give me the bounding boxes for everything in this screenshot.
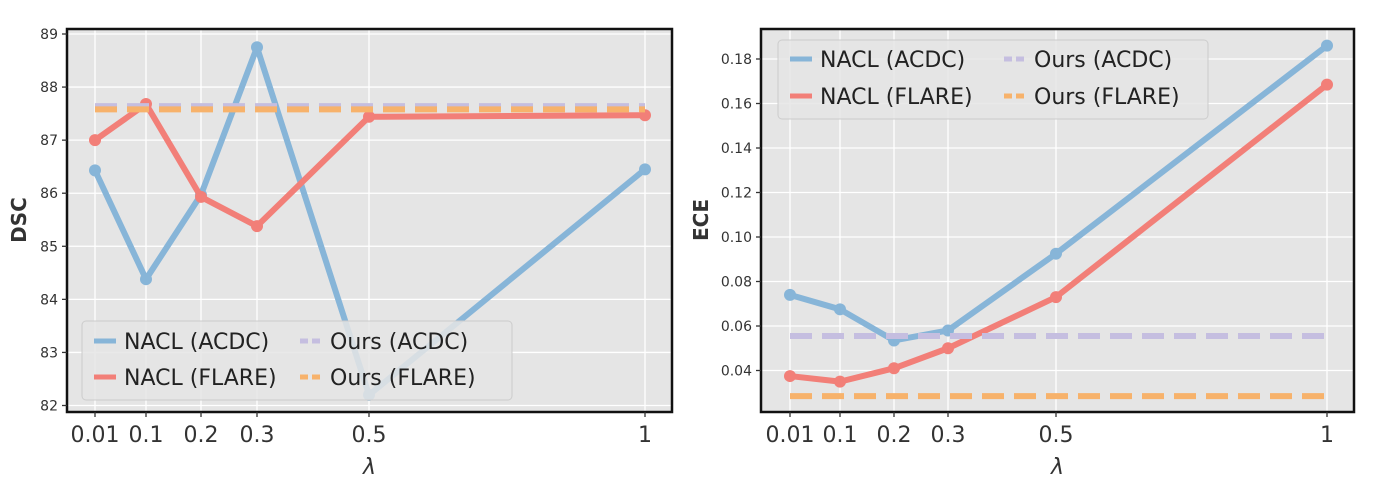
legend-label-3: Ours (FLARE) (1034, 85, 1180, 110)
series-1-point-1 (834, 375, 846, 388)
x-tick-label: 0.2 (877, 423, 912, 448)
series-0-point-1 (140, 273, 152, 286)
y-tick-label: 0.12 (721, 186, 752, 202)
series-1-point-2 (888, 362, 900, 375)
series-0-point-4 (1050, 247, 1062, 260)
chart-panel-2: 0.040.060.080.100.120.140.160.180.01 0.1 0… (689, 27, 1356, 480)
x-tick-label: 0.2 (184, 423, 219, 448)
x-tick-label: 1 (1320, 423, 1334, 448)
legend-label-1: NACL (FLARE) (124, 366, 277, 391)
series-1-point-5 (1321, 78, 1333, 91)
legend-label-2: Ours (ACDC) (330, 330, 468, 355)
legend: NACL (ACDC) NACL (FLARE) Ours (ACDC) Ours (… (81, 320, 513, 401)
x-tick-label: 0.5 (352, 423, 387, 448)
y-tick-label: 0.08 (721, 275, 752, 291)
series-0-point-5 (1321, 39, 1333, 52)
series-line-1 (789, 82, 1329, 385)
series-0-point-1 (834, 303, 846, 316)
y-tick-label: 89 (40, 27, 58, 43)
legend-label-2: Ours (ACDC) (1034, 48, 1172, 73)
y-tick-label: 86 (40, 186, 58, 202)
legend-label-0: NACL (ACDC) (820, 48, 965, 73)
series-1-point-0 (89, 134, 101, 147)
legend-label-0: NACL (ACDC) (124, 330, 269, 355)
series-0-point-0 (89, 164, 101, 177)
legend-box (777, 39, 1209, 120)
x-tick-label: 0.1 (823, 423, 858, 448)
legend: NACL (ACDC) NACL (FLARE) Ours (ACDC) Ours (… (777, 39, 1209, 120)
y-axis: 0.04 0.06 0.08 0.10 0.12 0.14 0.16 0.18 (721, 52, 761, 380)
x-tick-label: 0.3 (931, 423, 966, 448)
legend-label-1: NACL (FLARE) (820, 85, 973, 110)
series-1-point-0 (784, 370, 796, 383)
y-tick-label: 88 (40, 80, 58, 96)
series-1-point-2 (195, 190, 207, 203)
y-tick-label: 85 (40, 239, 58, 255)
x-axis: 0.01 0.1 0.2 0.3 0.5 1 (766, 412, 1334, 448)
x-tick-label: 0.1 (129, 423, 164, 448)
y-axis-title: DSC (7, 197, 31, 243)
x-axis-title: λ (1050, 455, 1064, 480)
series-1-point-4 (1050, 291, 1062, 304)
series-0-point-0 (784, 288, 796, 301)
y-tick-label: 0.16 (721, 97, 752, 113)
series-0-point-5 (639, 163, 651, 176)
y-tick-label: 87 (40, 133, 58, 149)
x-tick-label: 0.5 (1039, 423, 1074, 448)
series-1-point-4 (363, 110, 375, 123)
y-tick-label: 0.14 (721, 141, 752, 157)
y-axis: 82 83 84 85 86 87 88 89 (40, 27, 67, 415)
x-tick-label: 0.3 (240, 423, 275, 448)
legend-label-3: Ours (FLARE) (330, 366, 476, 391)
y-tick-label: 82 (40, 399, 58, 415)
x-tick-label: 0.01 (766, 423, 815, 448)
x-axis: 0.01 0.1 0.2 0.3 0.5 1 (71, 412, 652, 448)
y-tick-label: 0.18 (721, 52, 752, 68)
y-tick-label: 0.10 (721, 230, 752, 246)
y-tick-label: 0.06 (721, 319, 752, 335)
chart-panel-1: 82 83 84 85 86 87 88 89 0.01 0.1 0.2 0.3 0.5 1 λ DSC NAC… (7, 27, 674, 480)
x-axis-title: λ (362, 455, 376, 480)
x-tick-label: 0.01 (71, 423, 120, 448)
y-tick-label: 0.04 (721, 364, 752, 380)
plot-frame (759, 27, 1356, 414)
x-tick-label: 1 (638, 423, 652, 448)
series-group (89, 41, 651, 401)
y-tick-label: 83 (40, 345, 58, 361)
y-axis-title: ECE (689, 199, 713, 241)
series-1-point-3 (942, 342, 954, 355)
legend-box (81, 320, 513, 401)
series-group (784, 39, 1333, 400)
series-0-point-3 (251, 41, 263, 54)
y-tick-label: 84 (40, 292, 58, 308)
series-1-point-3 (251, 220, 263, 233)
